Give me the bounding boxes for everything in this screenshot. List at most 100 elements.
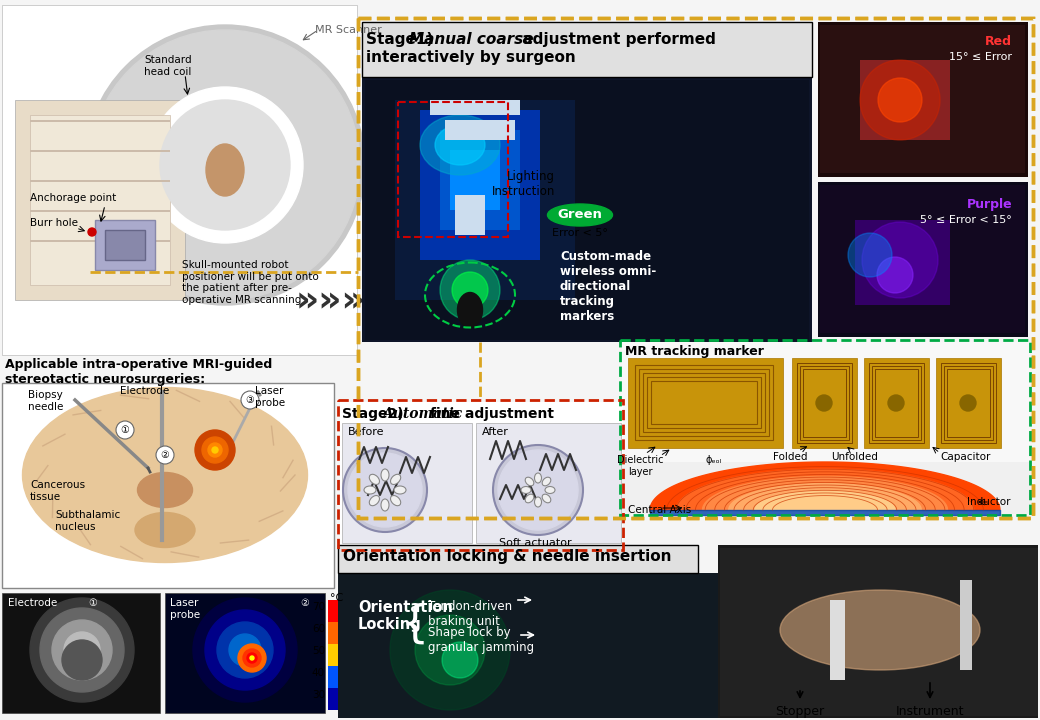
Bar bbox=[328, 666, 338, 688]
Circle shape bbox=[62, 640, 102, 680]
Ellipse shape bbox=[542, 494, 551, 503]
Text: Anchorage point: Anchorage point bbox=[30, 193, 116, 203]
Circle shape bbox=[160, 100, 290, 230]
Circle shape bbox=[205, 610, 285, 690]
Bar bbox=[450, 150, 500, 210]
Bar bbox=[720, 548, 1038, 716]
Bar bbox=[358, 18, 1033, 518]
Circle shape bbox=[860, 60, 940, 140]
Circle shape bbox=[156, 446, 174, 464]
Text: ①: ① bbox=[88, 598, 97, 608]
Bar bbox=[365, 80, 809, 340]
Ellipse shape bbox=[542, 477, 551, 486]
Text: 50: 50 bbox=[312, 646, 324, 656]
Text: 40: 40 bbox=[312, 668, 324, 678]
Circle shape bbox=[243, 649, 261, 667]
Bar bbox=[718, 545, 1038, 718]
Text: interactively by surgeon: interactively by surgeon bbox=[366, 50, 576, 65]
Bar bbox=[947, 369, 990, 437]
Circle shape bbox=[193, 598, 297, 702]
Text: Standard
head coil: Standard head coil bbox=[145, 55, 191, 76]
Circle shape bbox=[960, 395, 976, 411]
Circle shape bbox=[848, 233, 892, 277]
Text: Unfolded: Unfolded bbox=[832, 452, 879, 462]
Ellipse shape bbox=[535, 473, 542, 483]
Text: Tendon-driven
braking unit: Tendon-driven braking unit bbox=[428, 600, 512, 628]
Bar bbox=[328, 622, 338, 644]
Ellipse shape bbox=[521, 487, 531, 493]
Bar bbox=[639, 369, 769, 436]
Text: ②: ② bbox=[300, 598, 309, 608]
Circle shape bbox=[85, 25, 365, 305]
Circle shape bbox=[442, 642, 478, 678]
Circle shape bbox=[147, 87, 303, 243]
Polygon shape bbox=[702, 477, 947, 510]
Circle shape bbox=[238, 644, 266, 672]
Text: °C: °C bbox=[330, 593, 343, 603]
Text: Shape lock by
granular jamming: Shape lock by granular jamming bbox=[428, 626, 535, 654]
Bar bbox=[647, 377, 761, 428]
Bar bbox=[362, 22, 812, 77]
Text: MR Scanner: MR Scanner bbox=[315, 25, 382, 35]
Text: Error < 5°: Error < 5° bbox=[552, 228, 608, 238]
Ellipse shape bbox=[369, 474, 380, 485]
Ellipse shape bbox=[390, 474, 400, 485]
Circle shape bbox=[878, 78, 922, 122]
Text: 70: 70 bbox=[312, 602, 324, 612]
Text: 15° ≤ Error: 15° ≤ Error bbox=[950, 52, 1012, 62]
Text: Manual coarse: Manual coarse bbox=[409, 32, 534, 47]
Bar bbox=[338, 573, 718, 718]
Text: Soft actuator: Soft actuator bbox=[499, 538, 571, 548]
Polygon shape bbox=[729, 484, 921, 510]
Circle shape bbox=[229, 634, 261, 666]
Bar bbox=[165, 593, 324, 713]
Circle shape bbox=[52, 620, 112, 680]
Circle shape bbox=[250, 656, 254, 660]
Bar bbox=[440, 130, 520, 230]
Bar bbox=[869, 363, 924, 443]
Text: Central Axis: Central Axis bbox=[628, 505, 692, 515]
Circle shape bbox=[116, 421, 134, 439]
Ellipse shape bbox=[206, 144, 244, 196]
Text: fine adjustment: fine adjustment bbox=[430, 407, 554, 421]
Bar bbox=[864, 358, 929, 448]
Circle shape bbox=[415, 615, 485, 685]
Text: Applicable intra-operative MRI-guided
stereotactic neurosurgeries:: Applicable intra-operative MRI-guided st… bbox=[5, 358, 272, 386]
Bar bbox=[445, 120, 515, 140]
Bar bbox=[328, 600, 338, 622]
Text: ②: ② bbox=[160, 450, 170, 460]
Bar bbox=[635, 365, 773, 440]
Text: Custom-made
wireless omni-
directional
tracking
markers: Custom-made wireless omni- directional t… bbox=[560, 250, 656, 323]
Bar bbox=[30, 180, 170, 182]
Ellipse shape bbox=[364, 486, 376, 494]
Circle shape bbox=[248, 653, 257, 663]
Ellipse shape bbox=[780, 590, 980, 670]
Circle shape bbox=[208, 443, 222, 457]
Bar bbox=[651, 381, 757, 424]
Ellipse shape bbox=[23, 387, 308, 562]
Text: Red: Red bbox=[985, 35, 1012, 48]
Circle shape bbox=[440, 260, 500, 320]
Bar bbox=[803, 369, 846, 437]
Circle shape bbox=[888, 395, 904, 411]
Ellipse shape bbox=[535, 497, 542, 507]
Bar bbox=[95, 220, 155, 270]
Text: Skull-mounted robot
positioner will be put onto
the patient after pre-
operative: Skull-mounted robot positioner will be p… bbox=[182, 260, 318, 305]
Text: Lighting
Instruction: Lighting Instruction bbox=[492, 170, 555, 198]
Text: Inductor: Inductor bbox=[966, 497, 1010, 507]
Text: Instrument: Instrument bbox=[895, 705, 964, 718]
Bar bbox=[362, 77, 812, 342]
Bar bbox=[628, 358, 783, 448]
Bar bbox=[30, 115, 170, 285]
Bar bbox=[820, 185, 1025, 333]
Circle shape bbox=[196, 430, 235, 470]
Bar bbox=[855, 220, 950, 305]
Text: Purple: Purple bbox=[966, 198, 1012, 211]
Ellipse shape bbox=[390, 495, 400, 505]
Bar bbox=[395, 100, 575, 300]
Circle shape bbox=[348, 453, 422, 527]
Circle shape bbox=[390, 590, 510, 710]
Bar bbox=[358, 18, 1033, 518]
Bar bbox=[398, 102, 508, 237]
Bar bbox=[2, 383, 334, 588]
